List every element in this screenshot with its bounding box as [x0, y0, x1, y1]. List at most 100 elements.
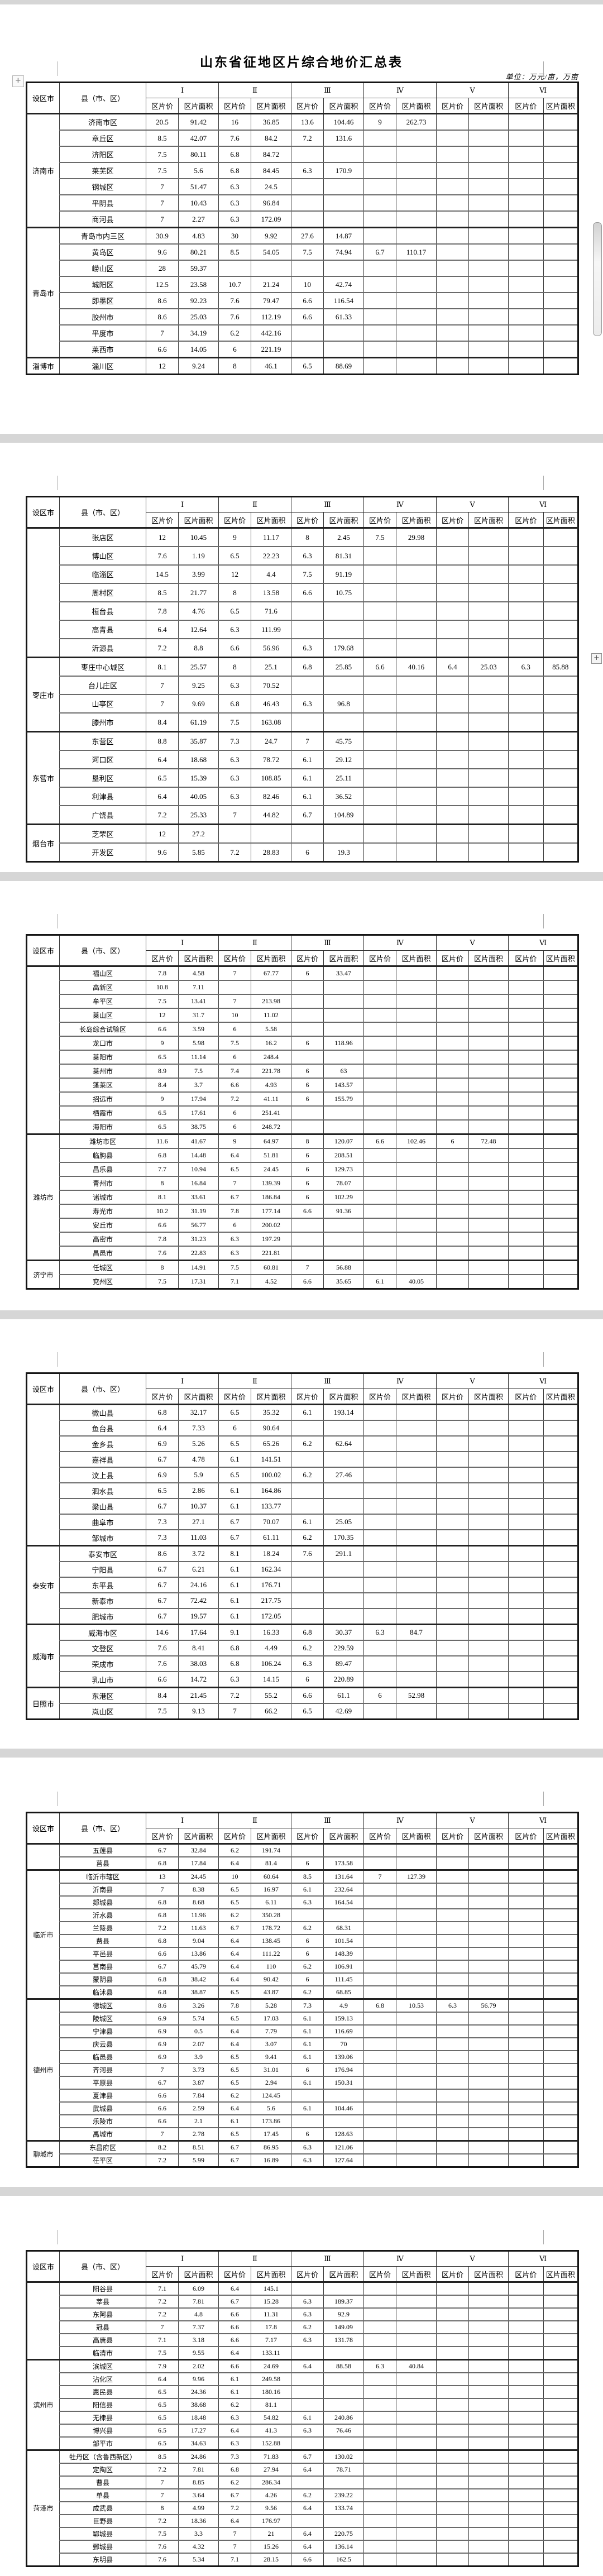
price-cell[interactable]: [218, 980, 252, 995]
price-cell[interactable]: [436, 1624, 470, 1641]
area-cell[interactable]: 4.32: [178, 2540, 219, 2554]
area-cell[interactable]: 7.81: [178, 2463, 219, 2477]
area-cell[interactable]: 40.05: [396, 1274, 437, 1290]
price-cell[interactable]: [363, 1050, 397, 1065]
area-cell[interactable]: 68.85: [323, 1985, 365, 2000]
price-cell[interactable]: [363, 2346, 397, 2360]
header-area-cell[interactable]: 区片面积: [178, 512, 219, 529]
area-cell[interactable]: [468, 243, 509, 261]
price-cell[interactable]: [363, 210, 397, 228]
area-cell[interactable]: [323, 2514, 365, 2528]
area-cell[interactable]: [468, 324, 509, 342]
header-price-cell[interactable]: 区片价: [291, 1388, 324, 1405]
header-city-cell[interactable]: 设区市: [26, 1373, 60, 1405]
area-cell[interactable]: 10.53: [396, 1998, 437, 2013]
price-cell[interactable]: 6.5: [218, 1895, 252, 1909]
price-cell[interactable]: 7.5: [363, 527, 397, 547]
area-cell[interactable]: 152.88: [251, 2436, 292, 2451]
header-zone-cell[interactable]: Ⅱ: [218, 496, 292, 513]
area-cell[interactable]: 7.84: [178, 2089, 219, 2103]
area-cell[interactable]: 80.21: [178, 243, 219, 261]
price-cell[interactable]: 6.6: [291, 583, 324, 602]
price-cell[interactable]: [363, 341, 397, 358]
header-price-cell[interactable]: 区片价: [508, 98, 544, 114]
county-cell[interactable]: 章丘区: [59, 130, 146, 147]
area-cell[interactable]: 92.23: [178, 292, 219, 309]
area-cell[interactable]: [323, 2476, 365, 2489]
price-cell[interactable]: [508, 1545, 544, 1562]
city-cell[interactable]: 临沂市: [26, 1869, 60, 2000]
area-cell[interactable]: 5.58: [251, 1022, 292, 1037]
price-cell[interactable]: [508, 1246, 544, 1261]
area-cell[interactable]: [543, 2320, 579, 2334]
area-cell[interactable]: [468, 1545, 509, 1562]
price-cell[interactable]: 6.2: [218, 2089, 252, 2103]
area-cell[interactable]: [396, 1246, 437, 1261]
price-cell[interactable]: [436, 2307, 470, 2321]
price-cell[interactable]: 6.3: [218, 750, 252, 769]
price-cell[interactable]: 7.5: [146, 994, 179, 1009]
area-cell[interactable]: [468, 564, 509, 584]
price-cell[interactable]: [508, 1960, 544, 1974]
price-cell[interactable]: [436, 731, 470, 751]
area-cell[interactable]: [396, 2553, 437, 2567]
area-cell[interactable]: [468, 2307, 509, 2321]
area-cell[interactable]: 78.71: [323, 2463, 365, 2477]
county-cell[interactable]: 福山区: [59, 965, 146, 981]
county-cell[interactable]: 兰陵县: [59, 1921, 146, 1935]
price-cell[interactable]: [436, 2411, 470, 2425]
area-cell[interactable]: [468, 1404, 509, 1421]
area-cell[interactable]: 4.93: [251, 1078, 292, 1093]
price-cell[interactable]: [363, 1036, 397, 1051]
price-cell[interactable]: [436, 1960, 470, 1974]
area-cell[interactable]: [468, 1091, 509, 1107]
area-cell[interactable]: [543, 146, 579, 163]
area-cell[interactable]: [468, 787, 509, 806]
price-cell[interactable]: [508, 805, 544, 825]
area-cell[interactable]: 17.64: [178, 1624, 219, 1641]
price-cell[interactable]: [508, 1176, 544, 1191]
county-cell[interactable]: 嘉祥县: [59, 1451, 146, 1468]
header-zone-cell[interactable]: Ⅴ: [436, 496, 509, 513]
area-cell[interactable]: 91.36: [323, 1204, 365, 1219]
area-cell[interactable]: 5.6: [251, 2101, 292, 2115]
area-cell[interactable]: [543, 1843, 579, 1857]
price-cell[interactable]: 6.4: [218, 1934, 252, 1948]
price-cell[interactable]: 6.2: [291, 1435, 324, 1452]
area-cell[interactable]: [543, 805, 579, 825]
county-cell[interactable]: 庆云县: [59, 2037, 146, 2051]
area-cell[interactable]: [323, 1008, 365, 1023]
price-cell[interactable]: 6.4: [218, 2024, 252, 2038]
area-cell[interactable]: [468, 1008, 509, 1023]
price-cell[interactable]: [508, 2540, 544, 2554]
price-cell[interactable]: 6.7: [218, 1514, 252, 1530]
county-cell[interactable]: 沂水县: [59, 1908, 146, 1922]
area-cell[interactable]: 286.34: [251, 2476, 292, 2489]
price-cell[interactable]: 6.3: [291, 694, 324, 714]
price-cell[interactable]: 6.6: [363, 1133, 397, 1149]
area-cell[interactable]: [468, 146, 509, 163]
price-cell[interactable]: 6.4: [218, 2346, 252, 2360]
price-cell[interactable]: 6.7: [146, 1592, 179, 1609]
price-cell[interactable]: [508, 1091, 544, 1107]
area-cell[interactable]: 0.5: [178, 2024, 219, 2038]
price-cell[interactable]: [363, 1498, 397, 1515]
price-cell[interactable]: 6.3: [291, 2307, 324, 2321]
area-cell[interactable]: 220.75: [323, 2527, 365, 2541]
area-cell[interactable]: [543, 1561, 579, 1578]
area-cell[interactable]: 19.3: [323, 842, 365, 863]
price-cell[interactable]: [508, 2127, 544, 2142]
price-cell[interactable]: 6.5: [146, 2424, 179, 2438]
price-cell[interactable]: 6.6: [291, 1687, 324, 1704]
price-cell[interactable]: 7: [146, 1883, 179, 1897]
price-cell[interactable]: [291, 1420, 324, 1437]
price-cell[interactable]: [436, 1482, 470, 1499]
price-cell[interactable]: 8: [146, 2501, 179, 2515]
price-cell[interactable]: [363, 292, 397, 309]
area-cell[interactable]: 121.06: [323, 2140, 365, 2154]
header-price-cell[interactable]: 区片价: [291, 1828, 324, 1845]
area-cell[interactable]: 15.28: [251, 2295, 292, 2309]
price-cell[interactable]: 6.5: [218, 2050, 252, 2064]
price-cell[interactable]: [508, 712, 544, 732]
area-cell[interactable]: [396, 1895, 437, 1909]
